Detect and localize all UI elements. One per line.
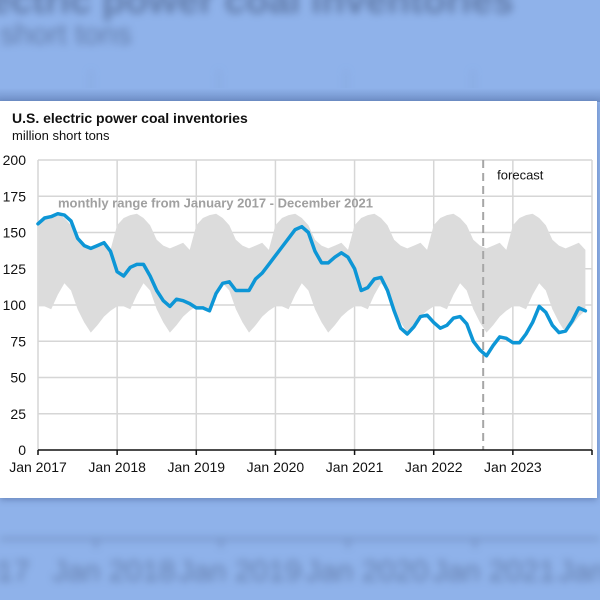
y-tick-label: 50 [10, 370, 26, 386]
y-axis: 0 25 50 75 100 125 150 175 200 [3, 152, 27, 458]
y-tick-label: 75 [10, 333, 26, 349]
inventory-series-line [36, 211, 588, 358]
x-tick-label: Jan 2020 [247, 459, 305, 475]
x-tick-label: Jan 2023 [484, 459, 542, 475]
background-tick-label: Jan [558, 555, 600, 588]
x-tick-label: Jan 2019 [167, 459, 225, 475]
background-tick [347, 540, 349, 548]
y-tick-label: 0 [18, 442, 26, 458]
y-tick-label: 200 [3, 152, 27, 168]
y-tick-label: 100 [3, 297, 27, 313]
background-subtitle: short tons [0, 18, 132, 51]
background-tick-label: Jan 2021 [432, 555, 556, 588]
monthly-range-annotation: monthly range from January 2017 - Decemb… [58, 196, 373, 211]
background-axis [0, 538, 600, 540]
background-gridline [472, 70, 474, 100]
background-tick [220, 540, 222, 548]
background-tick [95, 540, 97, 548]
forecast-annotation: forecast [497, 168, 544, 183]
x-tick-label: Jan 2021 [326, 459, 384, 475]
background-gridline [345, 70, 347, 100]
chart-subtitle: million short tons [12, 128, 110, 143]
x-tick-label: Jan 2017 [9, 459, 67, 475]
card-shadow [0, 88, 600, 102]
chart-plot: monthly range from January 2017 - Decemb… [3, 152, 593, 475]
background-tick-label: Jan 2019 [178, 555, 302, 588]
background-tick-label: 017 [0, 555, 31, 588]
background-tick [474, 540, 476, 548]
background-title: ectric power coal inventories [0, 0, 514, 22]
background-tick-label: Jan 2020 [305, 555, 429, 588]
x-tick-label: Jan 2022 [405, 459, 463, 475]
background-gridline [90, 70, 92, 100]
x-tick-label: Jan 2018 [88, 459, 146, 475]
background-gridline [218, 70, 220, 100]
y-tick-label: 125 [3, 261, 27, 277]
chart-card: U.S. electric power coal inventories mil… [0, 101, 597, 498]
x-axis: Jan 2017 Jan 2018 Jan 2019 Jan 2020 Jan 2021… [9, 449, 593, 475]
background-tick-label: Jan 2018 [52, 555, 176, 588]
y-tick-label: 150 [3, 225, 27, 241]
y-tick-label: 175 [3, 188, 27, 204]
y-tick-label: 25 [10, 406, 26, 422]
chart-title: U.S. electric power coal inventories [12, 110, 248, 126]
